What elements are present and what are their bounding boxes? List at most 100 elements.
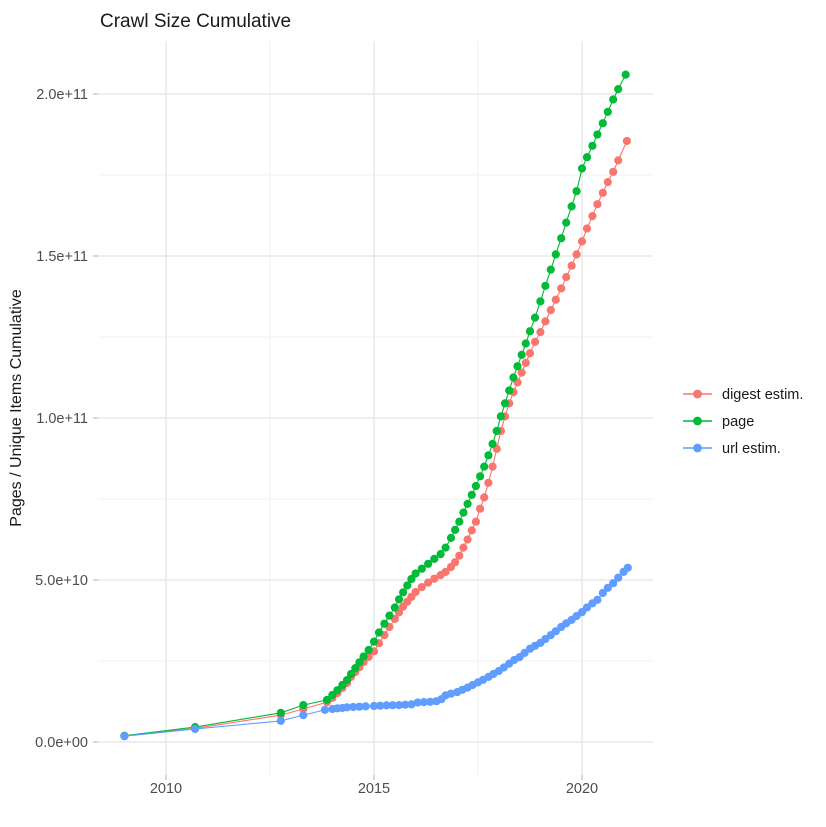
data-point — [446, 689, 456, 698]
data-point — [541, 317, 550, 326]
data-point — [623, 563, 632, 572]
data-point — [413, 698, 422, 707]
series-line — [124, 140, 628, 737]
legend-item-page: page — [683, 414, 754, 430]
data-point — [394, 595, 404, 604]
data-point — [120, 732, 129, 741]
data-point — [401, 700, 410, 709]
data-point — [382, 701, 391, 710]
data-point — [572, 250, 581, 259]
data-point — [500, 399, 510, 408]
legend-item-label: url estim. — [722, 441, 781, 457]
series-digest-estim- — [120, 136, 632, 740]
x-tick-label: 2010 — [150, 781, 182, 797]
data-point — [588, 212, 597, 221]
legend-item-digest-estim-: digest estim. — [683, 387, 803, 403]
data-point — [380, 619, 389, 628]
data-point — [322, 695, 332, 705]
y-tick-label: 2.0e+11 — [36, 87, 88, 103]
data-point — [603, 107, 612, 116]
data-point — [598, 588, 607, 598]
series-url-estim- — [120, 563, 632, 741]
data-point — [582, 153, 592, 162]
data-point — [530, 337, 540, 346]
data-point — [551, 295, 560, 304]
data-point — [342, 676, 352, 685]
data-point — [593, 130, 602, 139]
data-point — [471, 517, 480, 526]
data-point — [521, 358, 530, 367]
data-point — [351, 664, 360, 673]
data-point — [441, 567, 450, 577]
data-point — [577, 164, 587, 173]
data-point — [603, 178, 612, 187]
data-point — [463, 535, 472, 544]
data-point — [505, 386, 514, 395]
data-point — [530, 313, 540, 322]
data-point — [374, 628, 384, 637]
data-point — [598, 188, 607, 197]
data-point — [476, 504, 485, 513]
data-point — [320, 705, 329, 715]
y-tick-label: 5.0e+10 — [35, 573, 88, 589]
chart-title: Crawl Size Cumulative — [100, 11, 291, 32]
data-point — [419, 698, 428, 707]
data-point — [551, 250, 560, 259]
data-point — [562, 273, 571, 282]
data-point — [347, 669, 356, 679]
data-point — [446, 533, 456, 543]
data-point — [359, 652, 368, 661]
data-point — [361, 702, 370, 711]
data-point — [496, 412, 505, 421]
data-point — [513, 362, 522, 371]
data-point — [525, 349, 535, 358]
data-point — [588, 141, 597, 150]
data-point — [582, 224, 592, 233]
grid-layer — [98, 41, 653, 775]
data-point — [488, 462, 497, 471]
data-point — [562, 218, 571, 227]
data-point — [609, 579, 618, 588]
data-point — [436, 550, 445, 559]
data-point — [572, 187, 581, 196]
data-point — [424, 578, 433, 587]
data-point — [467, 526, 476, 535]
series-page — [120, 70, 630, 740]
data-point — [376, 701, 385, 710]
data-point — [488, 439, 497, 448]
data-point — [369, 637, 379, 646]
data-point — [480, 462, 489, 471]
data-point — [364, 645, 373, 655]
data-point — [299, 711, 308, 720]
data-point — [369, 701, 379, 711]
data-point — [191, 724, 200, 734]
data-point — [541, 281, 550, 290]
data-point — [455, 551, 464, 560]
data-point — [484, 451, 493, 460]
data-point — [593, 200, 602, 209]
data-point — [557, 284, 566, 293]
data-point — [463, 499, 472, 508]
data-point — [355, 702, 364, 711]
data-point — [399, 588, 408, 597]
data-point — [349, 702, 358, 712]
data-point — [411, 587, 420, 597]
data-point — [276, 708, 285, 717]
data-point — [467, 490, 476, 499]
axis-layer: 2010 2015 2020 0.0e+00 5.0e+10 1.0e+11 1.5e+11… — [35, 87, 598, 797]
data-point — [385, 611, 394, 620]
data-point — [517, 350, 526, 359]
data-point — [476, 472, 485, 481]
data-point — [517, 368, 526, 377]
data-point — [509, 373, 518, 382]
data-point — [614, 85, 623, 94]
data-point — [426, 697, 435, 706]
y-axis-title: Pages / Unique Items Cumulative — [8, 289, 25, 527]
data-point — [567, 202, 576, 211]
y-tick-label: 0.0e+00 — [35, 735, 88, 751]
data-point — [480, 493, 489, 502]
data-point — [598, 119, 607, 128]
data-point — [536, 297, 545, 306]
